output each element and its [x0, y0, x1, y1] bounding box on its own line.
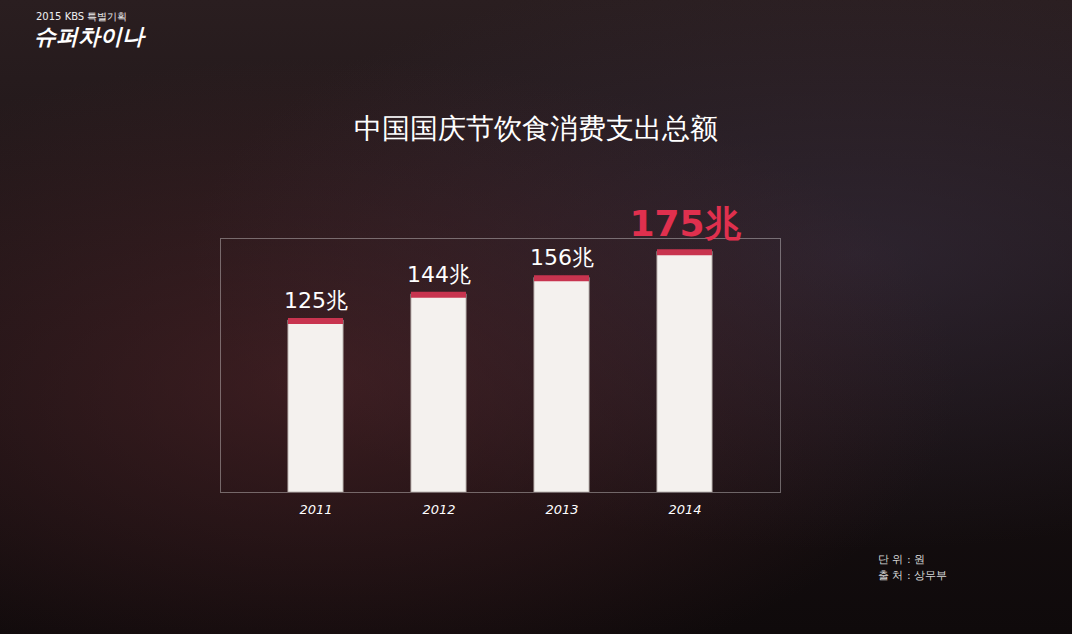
svg-text:175兆: 175兆 — [629, 203, 740, 244]
svg-text:2014: 2014 — [668, 502, 701, 517]
svg-text:144兆: 144兆 — [407, 262, 471, 287]
html-text:中国国庆节饮食消费支出总额: 中国国庆节饮食消费支出总额 — [354, 112, 718, 145]
html-text:슈퍼차이나: 슈퍼차이나 — [34, 24, 144, 49]
html-text:단 위 : 원: 단 위 : 원 — [878, 553, 926, 566]
html-text:2015 KBS 특별기획: 2015 KBS 특별기획 — [36, 11, 128, 22]
html-text:출 처 : 상무부: 출 처 : 상무부 — [878, 569, 948, 582]
svg-text:2011: 2011 — [299, 502, 332, 517]
svg-text:2012: 2012 — [422, 502, 455, 517]
svg-text:125兆: 125兆 — [284, 288, 348, 313]
svg-text:156兆: 156兆 — [530, 245, 594, 270]
svg-text:2013: 2013 — [545, 502, 578, 517]
